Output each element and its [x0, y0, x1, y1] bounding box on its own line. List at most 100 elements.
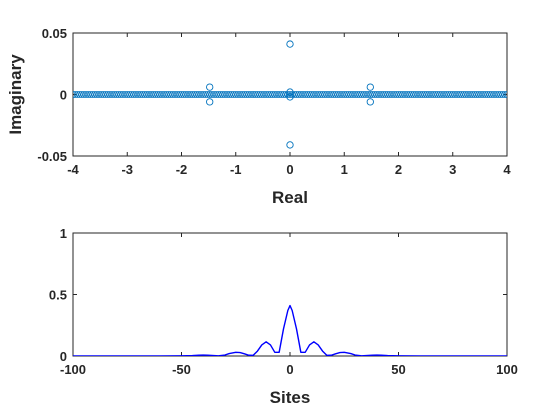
eigenvalue-marker	[149, 91, 157, 98]
eigenvalue-marker	[360, 91, 368, 98]
eigenvalue-marker	[173, 91, 181, 98]
eigenvalue-marker	[115, 91, 122, 98]
eigenvalue-marker	[494, 91, 502, 98]
eigenvalue-marker	[225, 91, 233, 98]
eigenvalue-marker	[162, 91, 170, 98]
eigenvalue-marker	[340, 91, 348, 98]
y-axis-label: Imaginary	[6, 54, 25, 135]
eigenvalue-marker	[267, 91, 274, 98]
eigenvalue-marker	[141, 91, 149, 98]
eigenvalue-marker	[280, 91, 287, 98]
x-tick-label: -4	[67, 162, 79, 177]
eigenvalue-marker	[332, 91, 339, 98]
y-tick-label: -0.05	[37, 149, 67, 164]
eigenvalue-marker	[306, 91, 313, 98]
eigenvalue-marker	[182, 91, 190, 98]
x-tick-label: 100	[496, 362, 518, 377]
eigenvalue-marker	[132, 91, 140, 98]
eigenvalue-marker	[89, 91, 96, 98]
eigenvalue-marker	[258, 91, 266, 98]
eigenvalue-marker	[286, 141, 294, 149]
eigenvalue-marker	[379, 91, 387, 98]
eigenvalue-marker	[104, 91, 112, 98]
eigenvalue-marker	[499, 91, 507, 98]
eigenvalue-marker	[156, 91, 164, 98]
eigenvalue-marker	[445, 91, 452, 98]
marker-layer	[73, 40, 507, 149]
eigenvalue-marker	[78, 91, 86, 98]
eigenvalue-marker	[425, 91, 433, 98]
x-tick-label: -2	[176, 162, 188, 177]
eigenvalue-marker	[206, 83, 214, 91]
x-axis-label: Real	[272, 188, 308, 207]
eigenvalue-marker	[388, 91, 396, 98]
eigenvalue-marker	[223, 91, 231, 98]
eigenvalue-marker	[121, 91, 129, 98]
eigenvalue-marker	[297, 91, 305, 98]
eigenvalue-marker	[308, 91, 316, 98]
eigenvalue-marker	[479, 91, 487, 98]
x-tick-label: -100	[60, 362, 86, 377]
eigenvalue-marker	[442, 91, 450, 98]
series-line	[73, 304, 507, 356]
eigenvalue-marker	[345, 91, 352, 98]
eigenvalue-marker	[436, 91, 444, 98]
eigenvalue-marker	[188, 91, 196, 98]
eigenvalue-marker	[329, 91, 337, 98]
eigenvalue-marker	[243, 91, 251, 98]
eigenvalue-marker	[110, 91, 118, 98]
x-tick-label: 3	[449, 162, 456, 177]
eigenvalue-marker	[327, 91, 335, 98]
eigenvalue-marker	[119, 91, 127, 98]
eigenvalue-marker	[277, 91, 285, 98]
eigenvalue-marker	[303, 91, 311, 98]
y-tick-label: 0	[60, 349, 67, 364]
x-tick-label: 2	[395, 162, 402, 177]
eigenvalue-marker	[351, 91, 359, 98]
eigenvalue-marker	[282, 91, 290, 98]
eigenvalue-marker	[82, 91, 90, 98]
eigenvalue-marker	[455, 91, 463, 98]
y-tick-label: 0.05	[42, 26, 67, 41]
eigenvalue-marker	[453, 91, 461, 98]
eigenvalue-marker	[375, 91, 383, 98]
eigenvalue-marker	[412, 91, 420, 98]
eigenvalue-marker	[186, 91, 194, 98]
eigenvalue-marker	[316, 91, 324, 98]
eigenvalue-marker	[147, 91, 155, 98]
eigenvalue-marker	[117, 91, 125, 98]
eigenvalue-marker	[212, 91, 220, 98]
eigenvalue-marker	[271, 91, 279, 98]
x-tick-label: 1	[341, 162, 348, 177]
eigenvalue-marker	[325, 91, 333, 98]
eigenvalue-marker	[403, 91, 411, 98]
eigenvalue-marker	[241, 91, 248, 98]
eigenvalue-marker	[395, 91, 402, 98]
eigenvalue-marker	[347, 91, 355, 98]
x-tick-label: -1	[230, 162, 242, 177]
eigenvalue-marker	[236, 91, 244, 98]
eigenvalue-marker	[468, 91, 476, 98]
x-tick-label: -50	[172, 362, 191, 377]
eigenvalue-marker	[143, 91, 151, 98]
eigenvalue-marker	[219, 91, 227, 98]
eigenvalue-marker	[214, 91, 222, 98]
eigenvalue-marker	[126, 91, 133, 98]
x-tick-label: -3	[121, 162, 133, 177]
y-tick-label: 0.5	[49, 288, 67, 303]
eigenvalue-marker	[286, 93, 294, 101]
eigenvalue-marker	[208, 91, 216, 98]
eigenvalue-scatter-panel: -4 -3 -2 -1 0 1 2 3 4 -0.05 0 0.05 Real Imaginary	[6, 26, 511, 207]
eigenvalue-marker	[191, 91, 198, 98]
eigenvalue-marker	[323, 91, 331, 98]
eigenvalue-marker	[503, 91, 507, 98]
eigenvalue-marker	[221, 91, 229, 98]
eigenvalue-marker	[269, 91, 277, 98]
eigenvalue-marker	[210, 91, 218, 98]
eigenvalue-marker	[175, 91, 183, 98]
eigenvalue-marker	[312, 91, 320, 98]
eigenvalue-marker	[486, 91, 494, 98]
eigenvalue-marker	[440, 91, 448, 98]
eigenvalue-marker	[134, 91, 142, 98]
eigenvalue-marker	[460, 91, 468, 98]
